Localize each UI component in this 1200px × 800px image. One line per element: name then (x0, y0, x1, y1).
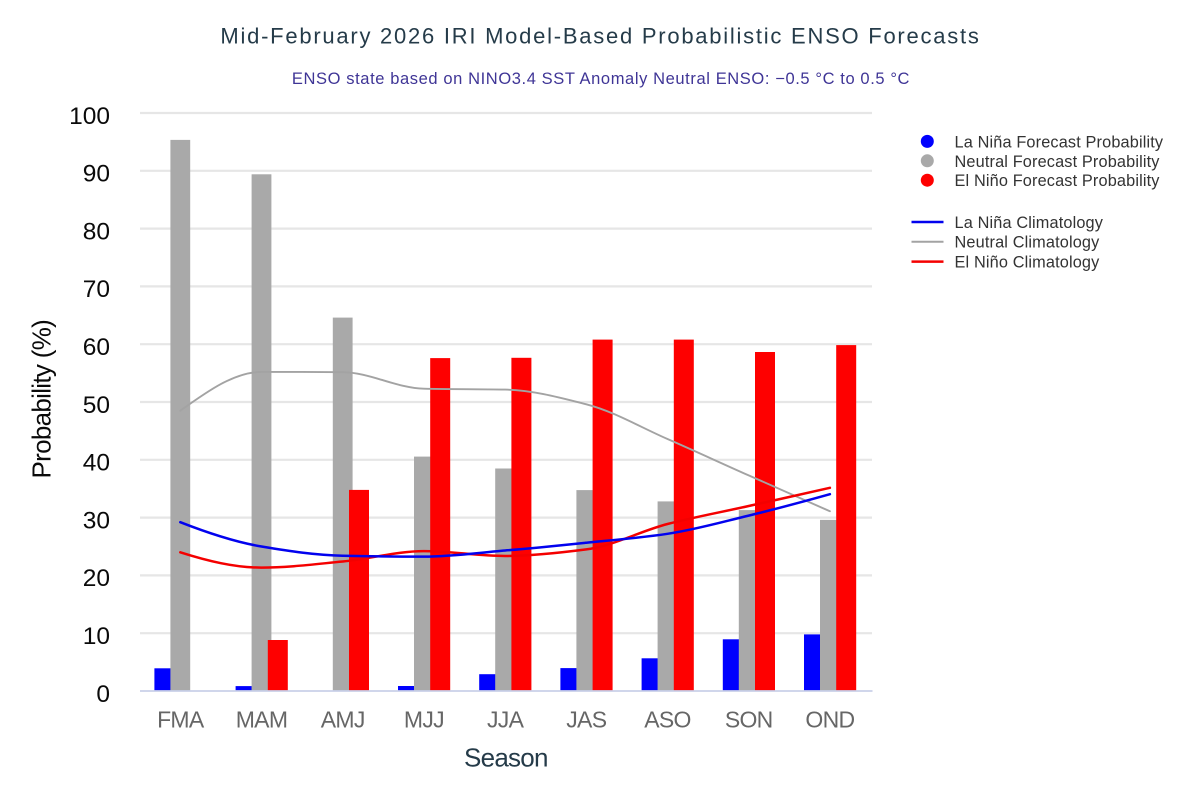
svg-text:Neutral Forecast Probability: Neutral Forecast Probability (955, 153, 1161, 171)
svg-text:JJA: JJA (487, 707, 525, 733)
svg-text:40: 40 (83, 450, 110, 477)
svg-text:90: 90 (83, 161, 110, 188)
svg-text:JAS: JAS (566, 707, 606, 733)
svg-text:50: 50 (83, 392, 110, 419)
svg-text:MJJ: MJJ (404, 707, 444, 733)
svg-text:Season: Season (464, 743, 548, 773)
svg-text:La Niña Forecast Probability: La Niña Forecast Probability (955, 133, 1164, 151)
svg-text:10: 10 (83, 623, 110, 650)
svg-text:Mid-February 2026 IRI Model-Ba: Mid-February 2026 IRI Model-Based Probab… (220, 24, 980, 49)
svg-text:60: 60 (83, 334, 110, 361)
svg-text:MAM: MAM (236, 707, 288, 733)
svg-text:30: 30 (83, 507, 110, 534)
svg-text:80: 80 (83, 218, 110, 245)
svg-text:Probability (%): Probability (%) (27, 320, 57, 479)
svg-text:AMJ: AMJ (321, 707, 365, 733)
svg-text:SON: SON (725, 707, 773, 733)
svg-text:70: 70 (83, 276, 110, 303)
svg-text:20: 20 (83, 565, 110, 592)
svg-text:0: 0 (96, 681, 110, 708)
svg-text:El Niño Forecast Probability: El Niño Forecast Probability (955, 172, 1161, 190)
svg-text:Neutral Climatology: Neutral Climatology (955, 234, 1101, 252)
svg-text:FMA: FMA (157, 707, 205, 733)
svg-text:El Niño Climatology: El Niño Climatology (955, 254, 1101, 272)
svg-text:100: 100 (69, 103, 110, 130)
svg-text:ENSO state based on NINO3.4 SS: ENSO state based on NINO3.4 SST Anomaly … (292, 70, 910, 88)
svg-text:ASO: ASO (644, 707, 690, 733)
svg-text:La Niña Climatology: La Niña Climatology (955, 214, 1104, 232)
svg-text:OND: OND (805, 707, 854, 733)
